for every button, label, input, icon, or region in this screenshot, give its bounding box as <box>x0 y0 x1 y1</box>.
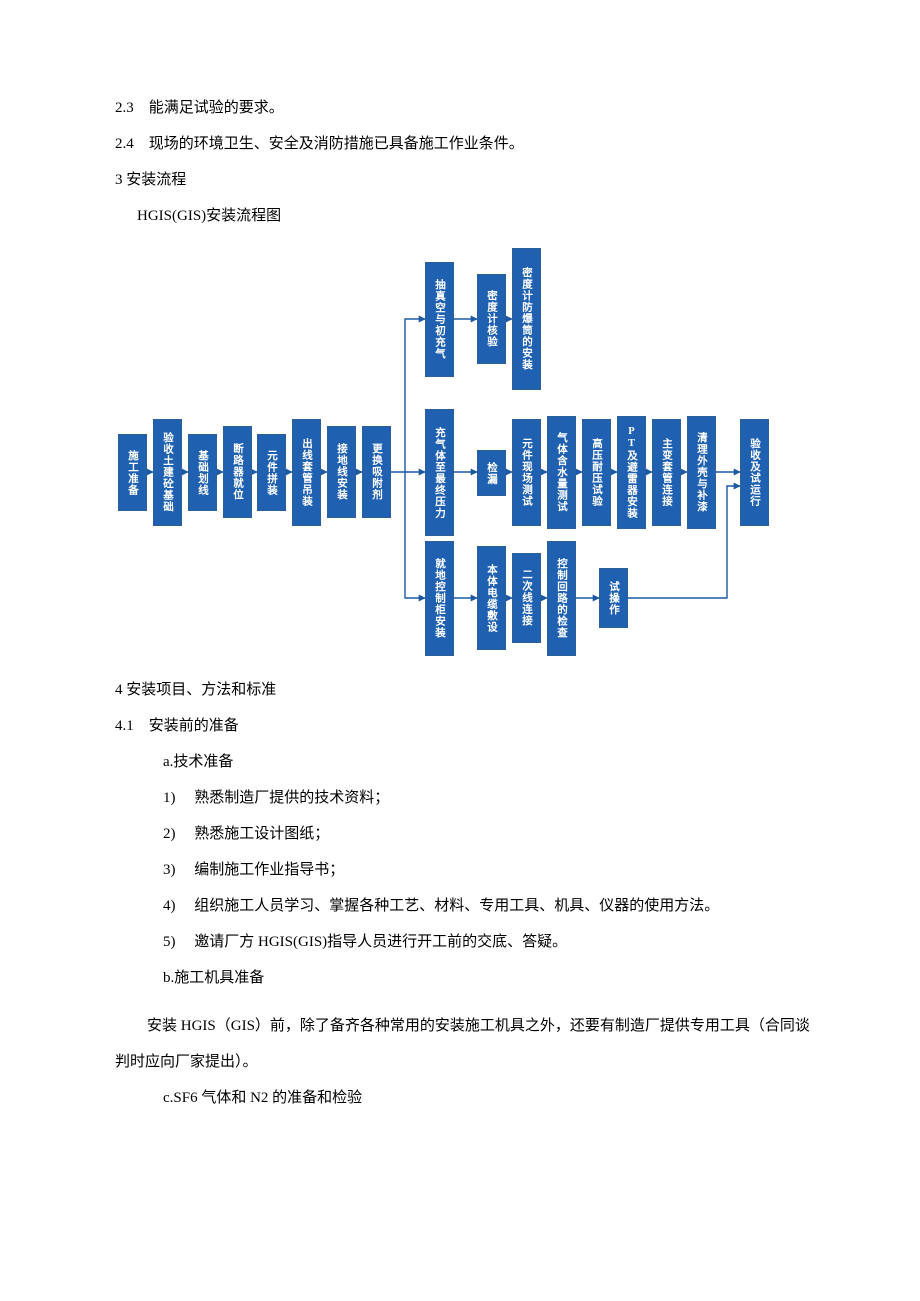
tech-item-5: 5) 邀请厂方 HGIS(GIS)指导人员进行开工前的交底、答疑。 <box>115 924 810 960</box>
flow-node-m15: 主变套管连接 <box>652 419 681 526</box>
sec-2-3: 2.3 能满足试验的要求。 <box>115 90 810 126</box>
hgis-install-flowchart: 施工准备验收土建砼基础基础划线断路器就位元件拼装出线套管吊装接地线安装更换吸附剂… <box>115 244 815 656</box>
tech-item-1: 1) 熟悉制造厂提供的技术资料； <box>115 780 810 816</box>
sec-3-title: 3 安装流程 <box>115 162 810 198</box>
flow-node-b5: 试操作 <box>599 568 628 628</box>
subsec-b-para: 安装 HGIS（GIS）前，除了备齐各种常用的安装施工机具之外，还要有制造厂提供… <box>115 1008 810 1080</box>
flow-node-m3: 基础划线 <box>188 434 217 511</box>
flow-node-m13: 高压耐压试验 <box>582 419 611 526</box>
flow-node-b4: 控制回路的检查 <box>547 541 576 656</box>
flow-node-m2: 验收土建砼基础 <box>153 419 182 526</box>
flow-node-m17: 验收及试运行 <box>740 419 769 526</box>
sec-4-title: 4 安装项目、方法和标准 <box>115 672 810 708</box>
flow-node-t1: 抽真空与初充气 <box>425 262 454 377</box>
tech-item-3: 3) 编制施工作业指导书； <box>115 852 810 888</box>
tech-item-4: 4) 组织施工人员学习、掌握各种工艺、材料、专用工具、机具、仪器的使用方法。 <box>115 888 810 924</box>
flow-node-m1: 施工准备 <box>118 434 147 511</box>
flow-node-m16: 清理外壳与补漆 <box>687 416 716 529</box>
flow-node-m12: 气体含水量测试 <box>547 416 576 529</box>
flow-node-b3: 二次线连接 <box>512 553 541 643</box>
flow-node-m4: 断路器就位 <box>223 426 252 518</box>
sec-2-4: 2.4 现场的环境卫生、安全及消防措施已具备施工作业条件。 <box>115 126 810 162</box>
flow-node-t2: 密度计核验 <box>477 274 506 364</box>
flow-node-m14: PT及避雷器安装 <box>617 416 646 529</box>
subsec-b: b.施工机具准备 <box>115 960 810 996</box>
flow-node-m5: 元件拼装 <box>257 434 286 511</box>
flow-node-m11: 元件现场测试 <box>512 419 541 526</box>
flow-node-m9: 充气体至最终压力 <box>425 409 454 536</box>
tech-item-2: 2) 熟悉施工设计图纸； <box>115 816 810 852</box>
sec-3-caption: HGIS(GIS)安装流程图 <box>115 198 810 234</box>
flow-node-m8: 更换吸附剂 <box>362 426 391 518</box>
flow-node-m10: 检漏 <box>477 450 506 496</box>
subsec-a: a.技术准备 <box>115 744 810 780</box>
flow-node-b1: 就地控制柜安装 <box>425 541 454 656</box>
subsec-c: c.SF6 气体和 N2 的准备和检验 <box>115 1080 810 1116</box>
sec-4-1: 4.1 安装前的准备 <box>115 708 810 744</box>
flow-node-b2: 本体电缆敷设 <box>477 546 506 650</box>
flow-node-m7: 接地线安装 <box>327 426 356 518</box>
flow-node-m6: 出线套管吊装 <box>292 419 321 526</box>
flow-node-t3: 密度计防爆筒的安装 <box>512 248 541 390</box>
